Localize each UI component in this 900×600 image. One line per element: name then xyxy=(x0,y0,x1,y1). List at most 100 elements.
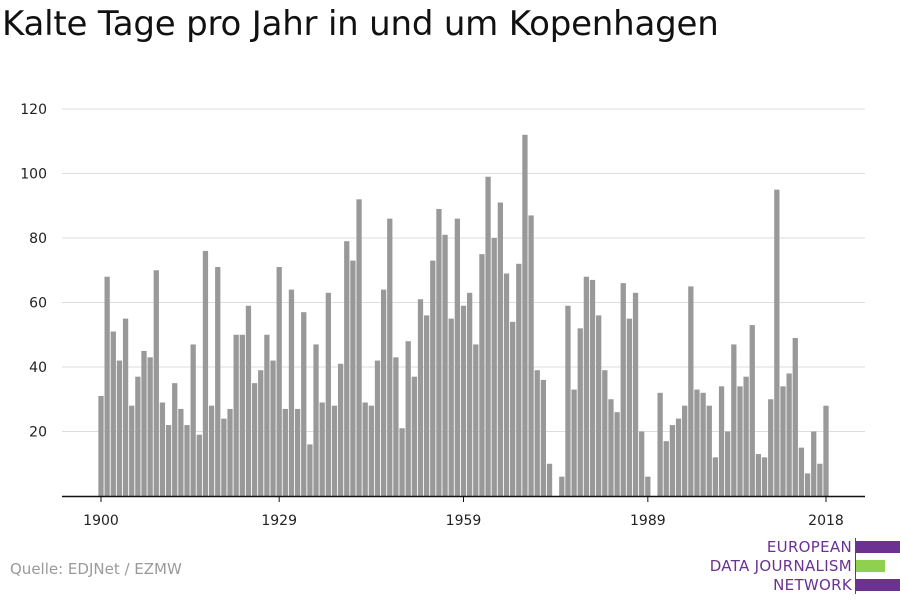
bar-1960 xyxy=(467,292,473,496)
bar-1916 xyxy=(196,434,202,496)
bar-1917 xyxy=(202,250,209,496)
bar-1903 xyxy=(116,360,123,496)
y-tick-label: 40 xyxy=(29,360,47,376)
bar-1904 xyxy=(122,318,129,497)
y-tick-label: 80 xyxy=(29,231,47,247)
bar-1913 xyxy=(178,408,184,496)
y-tick-label: 100 xyxy=(20,167,47,183)
bar-2000 xyxy=(712,457,719,496)
bar-1967 xyxy=(510,321,516,496)
y-tick-labels: 20 40 60 80 100 120 xyxy=(20,102,47,441)
bar-2013 xyxy=(792,337,798,496)
logo-bar-purple-top xyxy=(856,541,900,553)
edjnet-logo: EUROPEAN DATA JOURNALISM NETWORK xyxy=(704,538,900,594)
bar-1982 xyxy=(602,370,608,496)
bar-1995 xyxy=(682,405,688,496)
bar-1975 xyxy=(559,476,565,496)
bar-1979 xyxy=(583,276,590,496)
bar-1984 xyxy=(614,412,620,496)
bar-1947 xyxy=(387,218,393,496)
bar-2011 xyxy=(780,386,786,496)
bar-1907 xyxy=(141,350,147,497)
y-tick-label: 120 xyxy=(20,102,47,118)
bar-1914 xyxy=(184,425,190,496)
bar-1958 xyxy=(454,218,460,496)
bar-1927 xyxy=(264,334,270,496)
y-tick-label: 20 xyxy=(29,425,47,441)
x-ticks: 1900 1929 1959 1989 2018 xyxy=(83,496,844,529)
logo-line-3: NETWORK xyxy=(773,576,852,594)
bar-1994 xyxy=(675,418,682,496)
bar-1950 xyxy=(405,341,411,496)
bar-1959 xyxy=(460,305,467,496)
bar-1926 xyxy=(258,370,264,496)
bar-1992 xyxy=(663,441,669,496)
bar-1946 xyxy=(380,289,387,496)
bar-1908 xyxy=(147,357,153,496)
bar-1919 xyxy=(215,267,221,496)
bar-1987 xyxy=(632,292,639,496)
bar-1928 xyxy=(270,360,276,496)
bar-1989 xyxy=(645,476,651,496)
x-tick-label: 1989 xyxy=(630,513,666,529)
bar-1911 xyxy=(165,425,172,496)
bar-1993 xyxy=(669,425,676,496)
bar-2018 xyxy=(823,405,829,496)
bar-1964 xyxy=(491,238,497,496)
bar-1931 xyxy=(288,289,295,496)
bar-1937 xyxy=(325,292,331,496)
bar-1988 xyxy=(639,431,645,496)
bar-2006 xyxy=(749,325,755,496)
bar-1929 xyxy=(276,267,282,496)
bar-2009 xyxy=(768,399,774,496)
logo-bar-green xyxy=(856,560,885,572)
bars xyxy=(98,134,829,497)
bar-1915 xyxy=(190,344,196,496)
bar-1948 xyxy=(393,357,399,496)
bar-1954 xyxy=(430,260,436,496)
logo-line-2: DATA JOURNALISM xyxy=(709,557,852,575)
x-tick-label: 1959 xyxy=(446,513,482,529)
bar-1905 xyxy=(129,405,135,496)
bar-1972 xyxy=(540,379,547,496)
bar-1941 xyxy=(350,260,356,496)
bar-1909 xyxy=(153,270,159,496)
bar-1980 xyxy=(589,279,596,496)
bar-1923 xyxy=(239,334,245,496)
bar-1933 xyxy=(301,312,307,496)
bar-1952 xyxy=(417,299,424,496)
x-tick-label: 1900 xyxy=(83,513,119,529)
bar-1966 xyxy=(503,273,510,496)
bar-1935 xyxy=(313,344,319,496)
bar-1940 xyxy=(344,241,350,496)
bar-1921 xyxy=(227,408,233,496)
bar-1968 xyxy=(516,263,522,496)
bar-1900 xyxy=(98,396,104,496)
bar-2007 xyxy=(755,454,762,496)
bar-1901 xyxy=(104,276,110,496)
bar-1981 xyxy=(596,315,602,496)
bar-2012 xyxy=(786,373,792,496)
bar-2005 xyxy=(743,376,749,496)
bar-1970 xyxy=(528,215,534,496)
bar-1951 xyxy=(411,376,417,496)
bar-2016 xyxy=(811,431,817,496)
bar-1978 xyxy=(577,328,583,496)
bar-2015 xyxy=(804,473,811,496)
bar-1998 xyxy=(700,392,706,496)
logo-divider xyxy=(855,538,856,594)
bar-2001 xyxy=(718,386,725,496)
bar-2004 xyxy=(737,386,743,496)
bar-1999 xyxy=(706,405,712,496)
bar-2017 xyxy=(817,463,823,496)
bar-1985 xyxy=(620,283,626,496)
x-tick-label: 1929 xyxy=(261,513,297,529)
bar-2008 xyxy=(761,457,768,496)
bar-1922 xyxy=(233,334,239,496)
bar-1971 xyxy=(534,370,540,496)
bar-1977 xyxy=(571,389,577,496)
bar-1965 xyxy=(497,202,503,496)
bar-1969 xyxy=(522,134,528,497)
bar-1997 xyxy=(694,389,700,496)
